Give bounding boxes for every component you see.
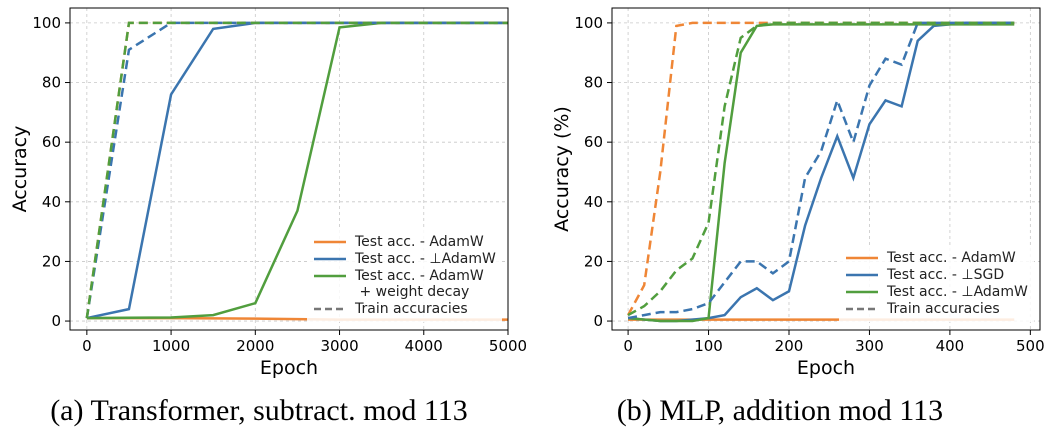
y-tick-label: 100 [574, 14, 603, 32]
legend-label: Train accuracies [355, 301, 468, 317]
legend-swatch [314, 274, 346, 278]
x-axis-label: Epoch [797, 357, 855, 379]
legend-item: Test acc. - AdamW + weight decay [313, 268, 496, 300]
legend-item: Test acc. - AdamW [845, 250, 1028, 266]
x-tick-label: 100 [694, 337, 723, 355]
y-tick-label: 0 [51, 312, 61, 330]
legend-item: Test acc. - ⊥SGD [845, 267, 1028, 283]
x-tick-label: 200 [775, 337, 804, 355]
caption: (a) Transformer, subtract. mod 113 [50, 394, 468, 427]
x-tick-label: 5000 [489, 337, 527, 355]
caption: (b) MLP, addition mod 113 [617, 394, 943, 427]
legend-swatch [846, 290, 878, 294]
legend-item: Train accuracies [313, 301, 496, 317]
legend-label: Test acc. - ⊥AdamW [887, 284, 1028, 300]
legend: Test acc. - AdamW Test acc. - ⊥AdamW Test … [307, 229, 502, 322]
x-tick-label: 300 [855, 337, 884, 355]
y-tick-label: 60 [42, 133, 61, 151]
legend-swatch [314, 240, 346, 244]
test-line [627, 23, 1015, 323]
x-tick-label: 0 [82, 337, 92, 355]
legend-item: Train accuracies [845, 301, 1028, 317]
x-tick-label: 4000 [405, 337, 443, 355]
y-tick-label: 100 [32, 14, 61, 32]
x-tick-label: 0 [623, 337, 633, 355]
y-tick-label: 20 [584, 252, 603, 270]
subplot: 0 20 40 60 80 100 0 100 200 300 400 500 Epoch Accurac… [551, 7, 1045, 427]
y-tick-label: 80 [42, 74, 61, 92]
legend-label: Test acc. - AdamW + weight decay [355, 268, 484, 300]
train-line [627, 21, 1015, 320]
legend-item: Test acc. - AdamW [313, 234, 496, 250]
x-tick-label: 500 [1016, 337, 1045, 355]
y-tick-label: 40 [584, 193, 603, 211]
axes-frame [69, 7, 509, 331]
legend-label: Test acc. - ⊥AdamW [355, 251, 496, 267]
axes-frame [611, 7, 1041, 331]
legend-item: Test acc. - ⊥AdamW [313, 251, 496, 267]
x-tick-label: 2000 [236, 337, 274, 355]
y-axis-label: Accuracy [9, 126, 31, 213]
legend-label: Train accuracies [887, 301, 1000, 317]
y-tick-label: 80 [584, 74, 603, 92]
legend-label: Test acc. - AdamW [355, 234, 484, 250]
train-line [85, 21, 508, 319]
legend-swatch [314, 307, 346, 311]
legend: Test acc. - AdamW Test acc. - ⊥SGD Test ac… [839, 245, 1034, 322]
y-axis-label: Accuracy (%) [551, 106, 573, 232]
legend-swatch [846, 273, 878, 277]
train-line [626, 21, 1015, 316]
legend-swatch [314, 257, 346, 261]
y-tick-label: 0 [593, 312, 603, 330]
legend-label: Test acc. - ⊥SGD [887, 267, 1005, 283]
y-tick-label: 20 [42, 252, 61, 270]
legend-label: Test acc. - AdamW [887, 250, 1016, 266]
legend-item: Test acc. - ⊥AdamW [845, 284, 1028, 300]
legend-swatch [846, 256, 878, 260]
y-tick-label: 60 [584, 133, 603, 151]
x-tick-label: 400 [936, 337, 965, 355]
y-tick-label: 40 [42, 193, 61, 211]
x-tick-label: 3000 [320, 337, 358, 355]
train-line [627, 21, 1015, 317]
x-axis-label: Epoch [260, 357, 318, 379]
x-tick-label: 1000 [152, 337, 190, 355]
legend-swatch [846, 307, 878, 311]
